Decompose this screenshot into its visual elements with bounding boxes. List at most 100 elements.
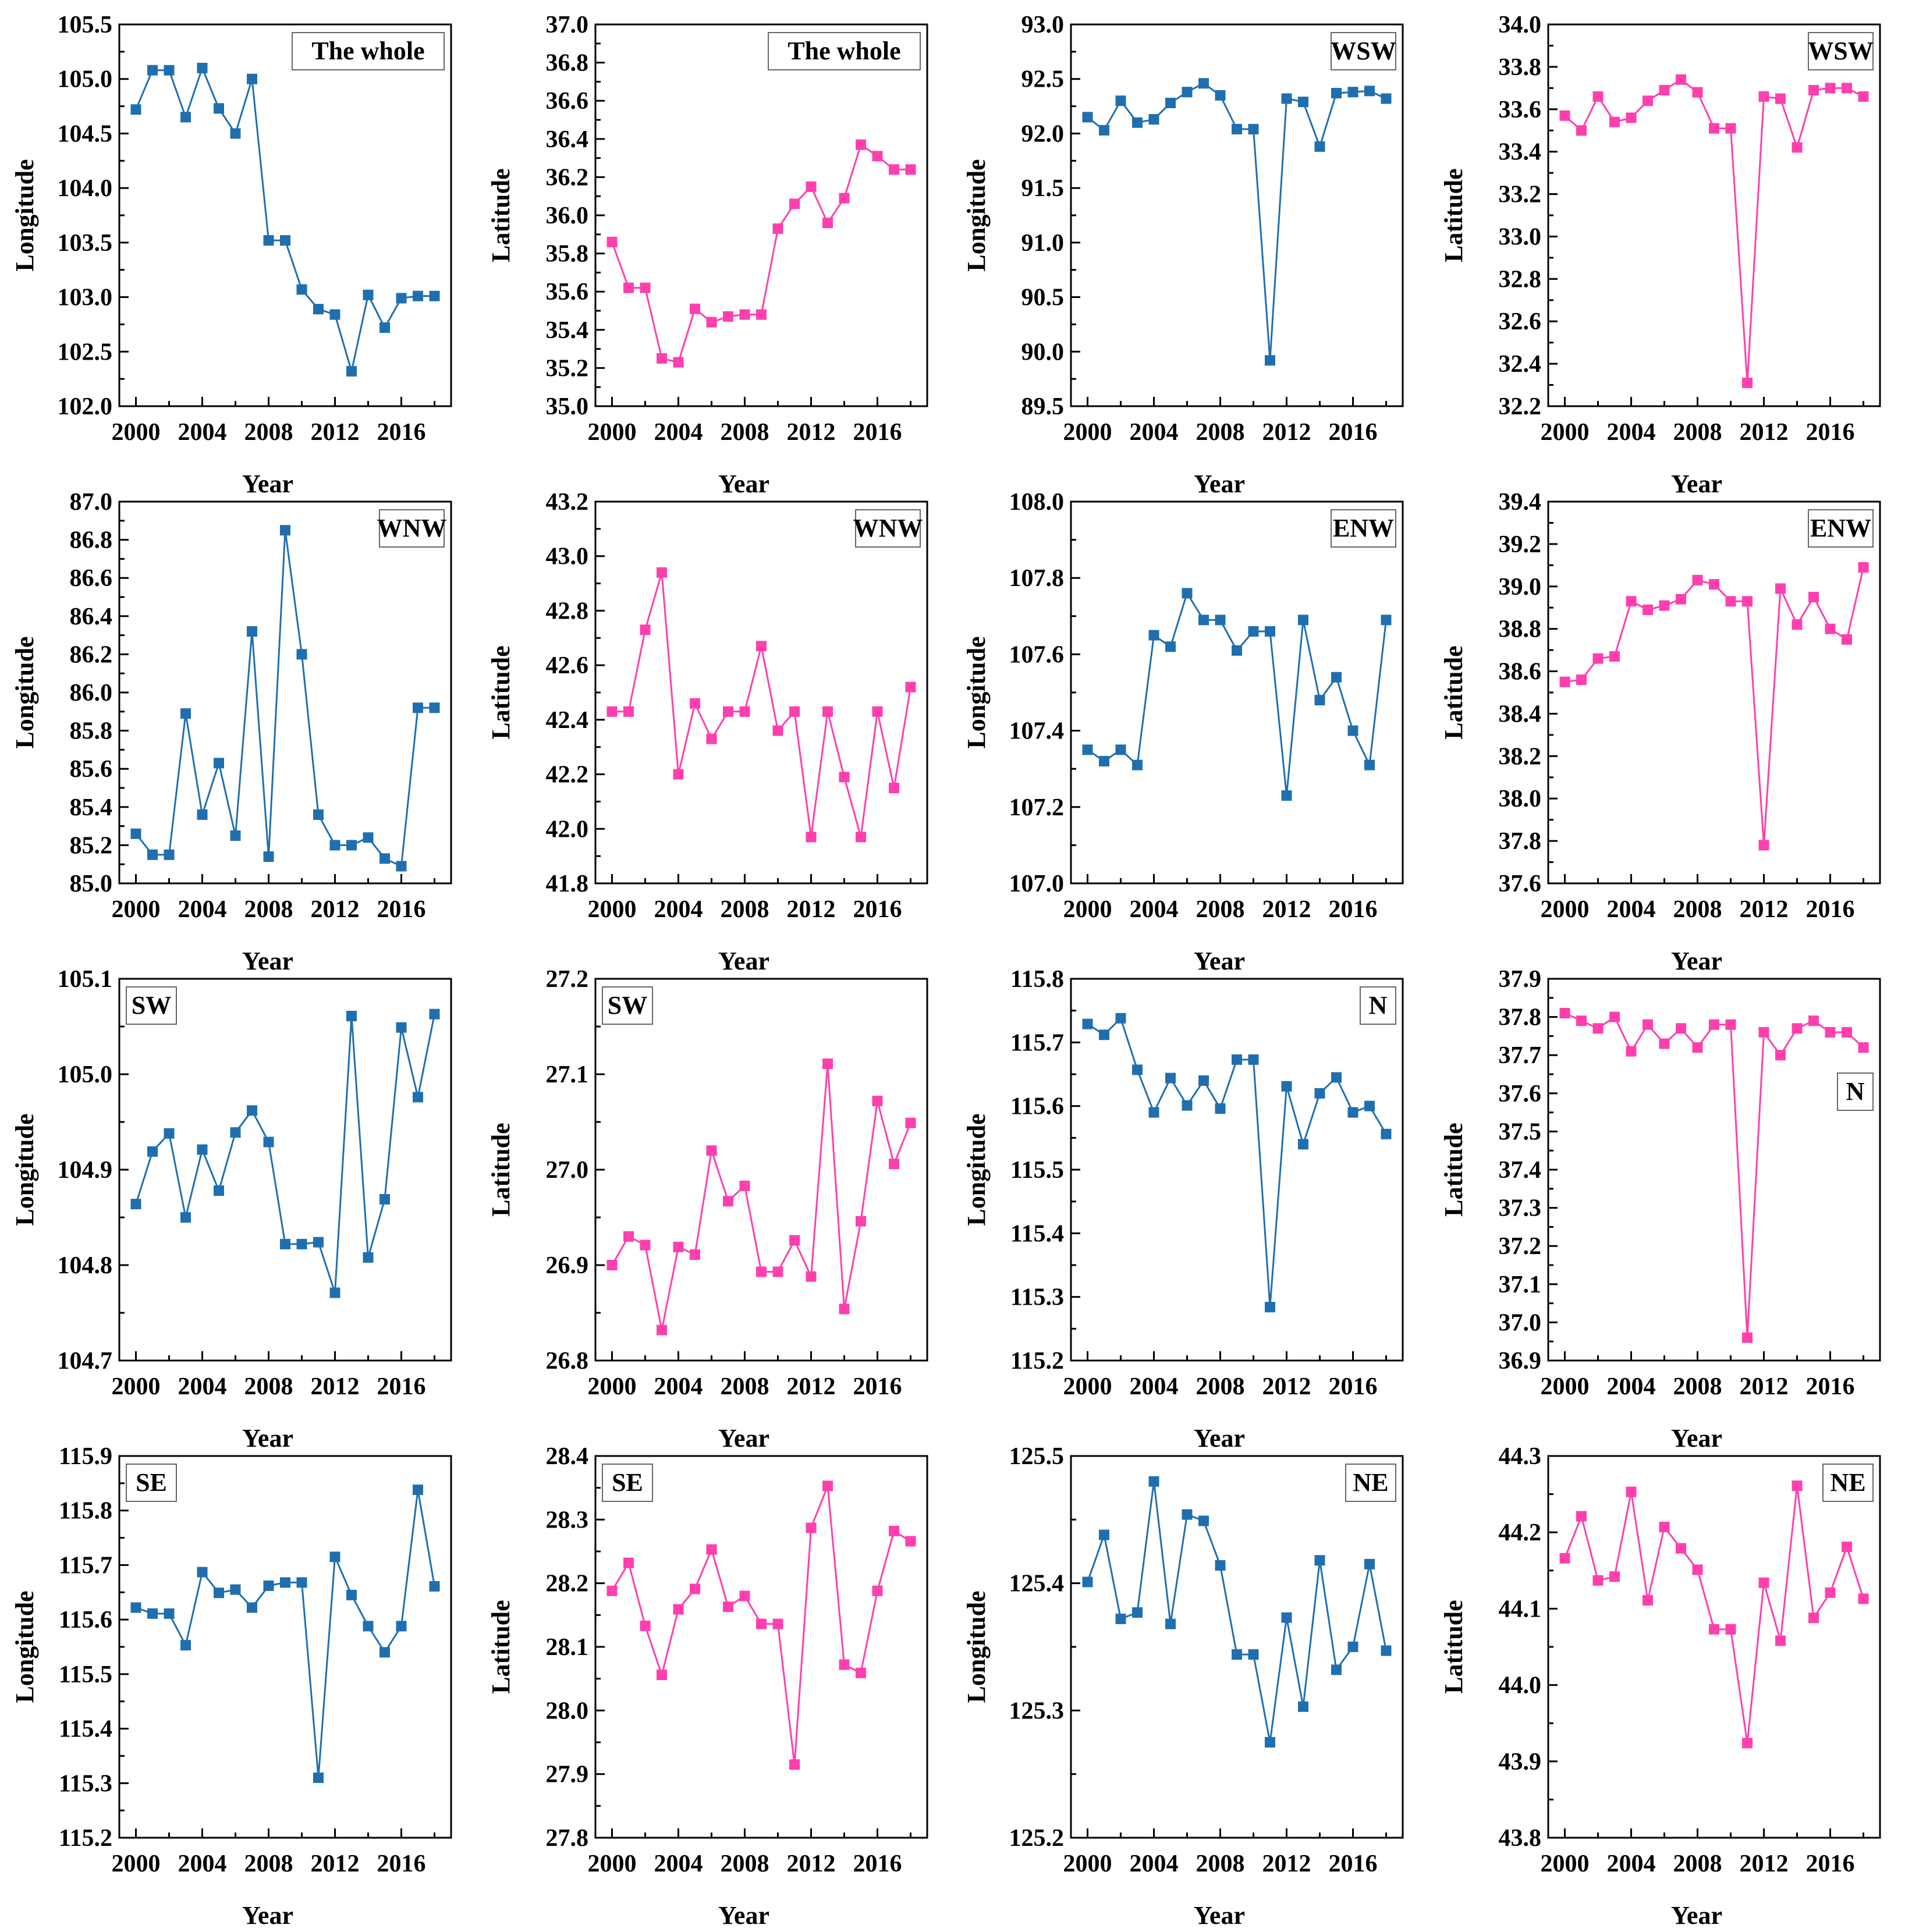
chart-panel-16: 43.8 43.9 44.0 44.1 44.2 44.3 2000 2004 2008 2012…: [1439, 1443, 1881, 1930]
y-axis-label: Latitude: [1439, 1123, 1468, 1216]
x-tick-label: 2012: [1740, 1851, 1789, 1877]
data-point: [429, 1581, 440, 1592]
x-tick-label: 2012: [1740, 896, 1789, 923]
y-tick-label: 107.2: [1009, 794, 1065, 821]
y-tick-label: 27.1: [546, 1061, 589, 1088]
data-point: [413, 702, 423, 713]
x-tick-label: 2004: [1130, 1373, 1179, 1400]
y-tick-label: 107.4: [1009, 718, 1065, 745]
y-tick-label: 86.6: [70, 565, 113, 592]
y-tick-label: 115.5: [59, 1661, 112, 1688]
data-point: [197, 1144, 208, 1155]
y-tick-label: 93.0: [1021, 12, 1065, 38]
x-tick-label: 2012: [787, 896, 836, 923]
data-point: [247, 1602, 257, 1613]
data-point: [296, 649, 307, 660]
y-axis-label: Latitude: [1439, 1600, 1468, 1693]
y-tick-label: 33.4: [1499, 139, 1542, 166]
data-point: [1709, 1624, 1719, 1635]
y-tick-label: 39.2: [1499, 531, 1542, 558]
region-label: SE: [136, 1468, 167, 1497]
data-point: [739, 309, 750, 320]
y-tick-label: 115.4: [1010, 1220, 1064, 1247]
data-point: [657, 1324, 667, 1336]
data-point: [1281, 1612, 1292, 1623]
y-tick-label: 43.8: [1499, 1825, 1542, 1852]
data-point: [1082, 744, 1093, 755]
data-point: [1825, 83, 1836, 94]
data-point: [379, 322, 390, 333]
data-point: [1314, 141, 1325, 152]
plot-frame: [1070, 978, 1404, 1362]
data-point: [1248, 626, 1259, 637]
data-point: [1692, 1564, 1703, 1575]
data-point: [756, 1266, 767, 1277]
data-point: [1248, 1649, 1259, 1660]
data-point: [1758, 840, 1769, 851]
x-tick-label: 2016: [1329, 419, 1378, 446]
data-point: [856, 832, 866, 843]
chart-panel-4: 32.2 32.4 32.6 32.8 33.0 33.2 33.4 33.6 33.8 34.0…: [1439, 12, 1881, 498]
data-point: [214, 1587, 224, 1599]
data-point: [164, 849, 175, 860]
y-axis-label: Latitude: [487, 1123, 515, 1216]
y-tick-label: 91.0: [1021, 230, 1065, 257]
data-point: [1808, 84, 1819, 95]
data-point: [1676, 1543, 1686, 1554]
y-tick-label: 33.8: [1499, 54, 1542, 81]
data-point: [1709, 1019, 1719, 1030]
y-tick-label: 42.2: [546, 762, 589, 789]
data-point: [889, 783, 899, 793]
x-tick-label: 2016: [1806, 1373, 1855, 1400]
data-point: [1148, 114, 1159, 125]
data-point: [1331, 1072, 1342, 1083]
x-tick-label: 2004: [178, 1851, 227, 1877]
data-point: [1792, 619, 1803, 630]
data-point: [1099, 125, 1109, 136]
data-point: [789, 706, 800, 717]
region-label: N: [1369, 991, 1388, 1020]
y-axis-label: Longitude: [962, 636, 991, 748]
data-point: [1659, 1038, 1670, 1049]
y-tick-label: 42.4: [546, 707, 589, 734]
y-tick-label: 115.2: [1010, 1348, 1064, 1375]
x-tick-label: 2000: [588, 419, 637, 446]
data-point: [363, 1252, 374, 1263]
x-tick-label: 2004: [178, 896, 227, 923]
y-axis-label: Latitude: [487, 1600, 515, 1693]
data-point: [739, 1590, 750, 1601]
region-label: SW: [608, 991, 647, 1020]
plot-frame: [118, 500, 452, 885]
data-point: [772, 1266, 783, 1277]
data-point: [1576, 1015, 1587, 1027]
data-point: [230, 1127, 241, 1138]
data-point: [806, 1522, 817, 1533]
y-tick-label: 87.0: [70, 489, 113, 516]
data-point: [1742, 377, 1753, 388]
plot-frame: [594, 500, 928, 885]
data-point: [1676, 1023, 1686, 1034]
data-point: [1347, 725, 1358, 736]
series-line: [612, 572, 911, 837]
y-tick-label: 92.0: [1021, 120, 1065, 147]
y-tick-label: 90.0: [1021, 339, 1065, 365]
x-tick-label: 2016: [1806, 1851, 1855, 1877]
x-tick-label: 2008: [721, 896, 769, 923]
y-tick-label: 115.9: [59, 1443, 112, 1470]
chart-panel-9: 104.7 104.8 104.9 105.0 105.1 2000 2004 2008 201…: [10, 966, 452, 1452]
data-point: [1298, 1701, 1308, 1712]
y-tick-label: 37.6: [1499, 1081, 1542, 1107]
x-tick-label: 2012: [311, 1851, 360, 1877]
data-point: [1314, 1555, 1325, 1566]
data-point: [657, 353, 667, 364]
y-tick-label: 38.6: [1499, 659, 1542, 686]
y-tick-label: 102.0: [58, 393, 113, 420]
data-point: [180, 1640, 191, 1651]
data-point: [772, 725, 783, 736]
x-tick-label: 2004: [654, 1373, 703, 1400]
data-point: [822, 1058, 833, 1069]
data-point: [1609, 651, 1620, 662]
y-tick-label: 32.8: [1499, 266, 1542, 293]
data-point: [1643, 604, 1653, 615]
data-point: [1825, 623, 1836, 634]
